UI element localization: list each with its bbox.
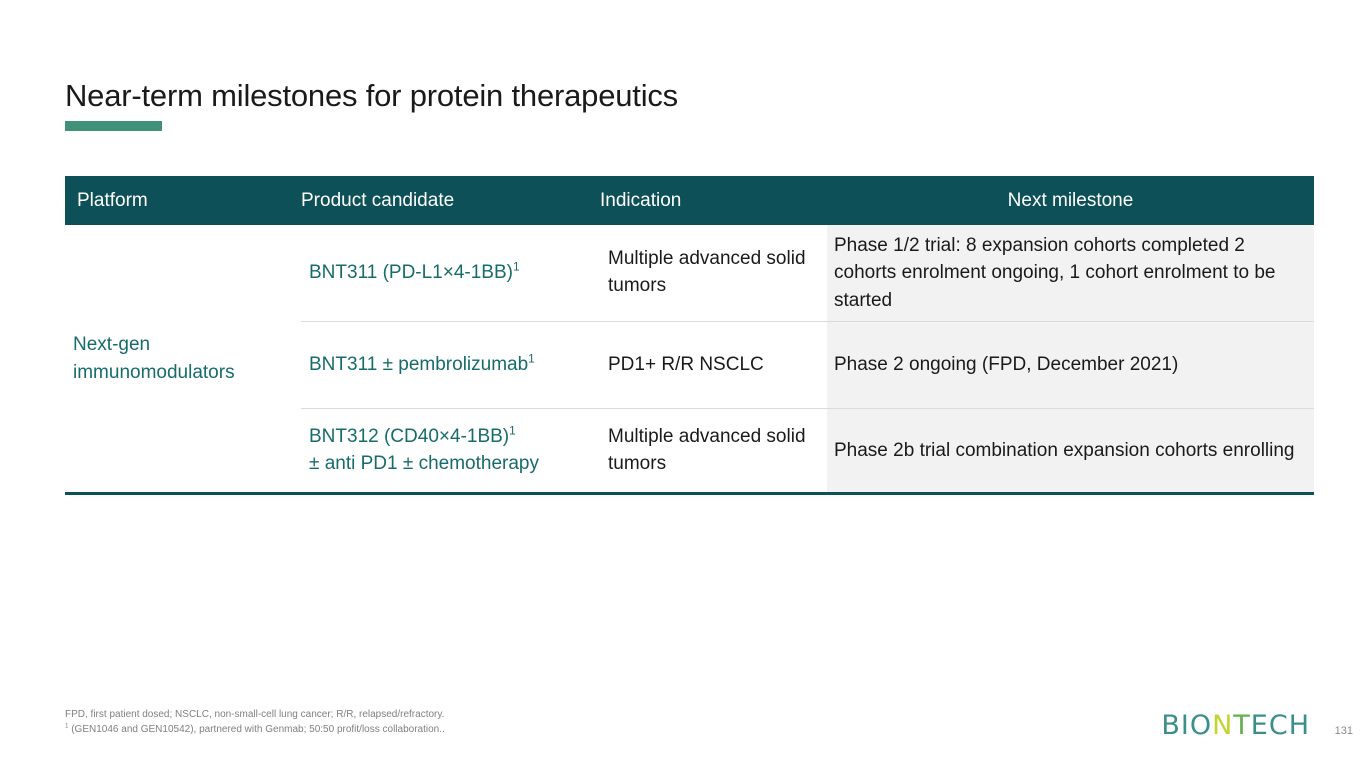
table-rows: BNT311 (PD-L1×4-1BB)1 Multiple advanced …: [301, 225, 1314, 492]
cell-product-candidate: BNT312 (CD40×4-1BB)1 ± anti PD1 ± chemot…: [301, 424, 600, 478]
footnote-abbreviations: FPD, first patient dosed; NSCLC, non-sma…: [65, 709, 445, 720]
footnote-marker: 1: [65, 722, 69, 730]
platform-group-label: Next-gen immunomodulators: [73, 333, 235, 383]
cell-next-milestone: Phase 1/2 trial: 8 expansion cohorts com…: [827, 225, 1314, 321]
column-header-indication: Indication: [600, 189, 682, 211]
footnote-partnership: 1 (GEN1046 and GEN10542), partnered with…: [65, 723, 445, 738]
cell-indication: Multiple advanced solid tumors: [608, 248, 806, 296]
cell-next-milestone: Phase 2b trial combination expansion coh…: [827, 409, 1314, 492]
table-body: Next-gen immunomodulators BNT311 (PD-L1×…: [65, 225, 1314, 495]
product-footnote-marker: 1: [512, 260, 520, 274]
title-accent-rule: [65, 121, 162, 131]
table-header-row: Platform Product candidate Indication Ne…: [65, 176, 1314, 225]
footnotes: FPD, first patient dosed; NSCLC, non-sma…: [65, 708, 445, 737]
table-row: BNT312 (CD40×4-1BB)1 ± anti PD1 ± chemot…: [301, 408, 1314, 492]
logo-part-n: N: [1212, 710, 1234, 741]
product-name-line1: BNT311 (PD-L1×4-1BB): [309, 261, 513, 283]
product-footnote-marker: 1: [528, 352, 535, 366]
column-header-product: Product candidate: [301, 189, 455, 211]
logo-part-ech: ECH: [1250, 710, 1310, 741]
page-title: Near-term milestones for protein therape…: [65, 78, 678, 113]
table-row: BNT311 ± pembrolizumab1 PD1+ R/R NSCLC P…: [301, 321, 1314, 408]
product-footnote-marker: 1: [509, 424, 516, 438]
product-name-line1: BNT312 (CD40×4-1BB): [309, 425, 510, 447]
cell-indication: PD1+ R/R NSCLC: [608, 353, 764, 375]
milestones-table: Platform Product candidate Indication Ne…: [65, 176, 1314, 495]
logo-part-t: T: [1233, 710, 1251, 741]
product-name-line1: BNT311 ± pembrolizumab: [309, 353, 529, 375]
footnote-partnership-text: (GEN1046 and GEN10542), partnered with G…: [68, 723, 445, 735]
column-header-milestone: Next milestone: [1007, 189, 1134, 211]
table-row: BNT311 (PD-L1×4-1BB)1 Multiple advanced …: [301, 225, 1314, 321]
cell-next-milestone: Phase 2 ongoing (FPD, December 2021): [827, 322, 1314, 408]
biontech-logo: BIO N T ECH: [1161, 710, 1310, 741]
cell-product-candidate: BNT311 (PD-L1×4-1BB)1: [301, 260, 600, 287]
platform-group-cell: Next-gen immunomodulators: [65, 225, 301, 492]
cell-product-candidate: BNT311 ± pembrolizumab1: [301, 352, 600, 379]
logo-part-bio: BIO: [1161, 710, 1213, 741]
cell-indication: Multiple advanced solid tumors: [608, 425, 806, 474]
page-number: 131: [1334, 725, 1353, 737]
biontech-wordmark: BIO N T ECH: [1161, 710, 1310, 741]
product-name-line2: ± anti PD1 ± chemotherapy: [309, 452, 539, 474]
column-header-platform: Platform: [77, 189, 148, 211]
